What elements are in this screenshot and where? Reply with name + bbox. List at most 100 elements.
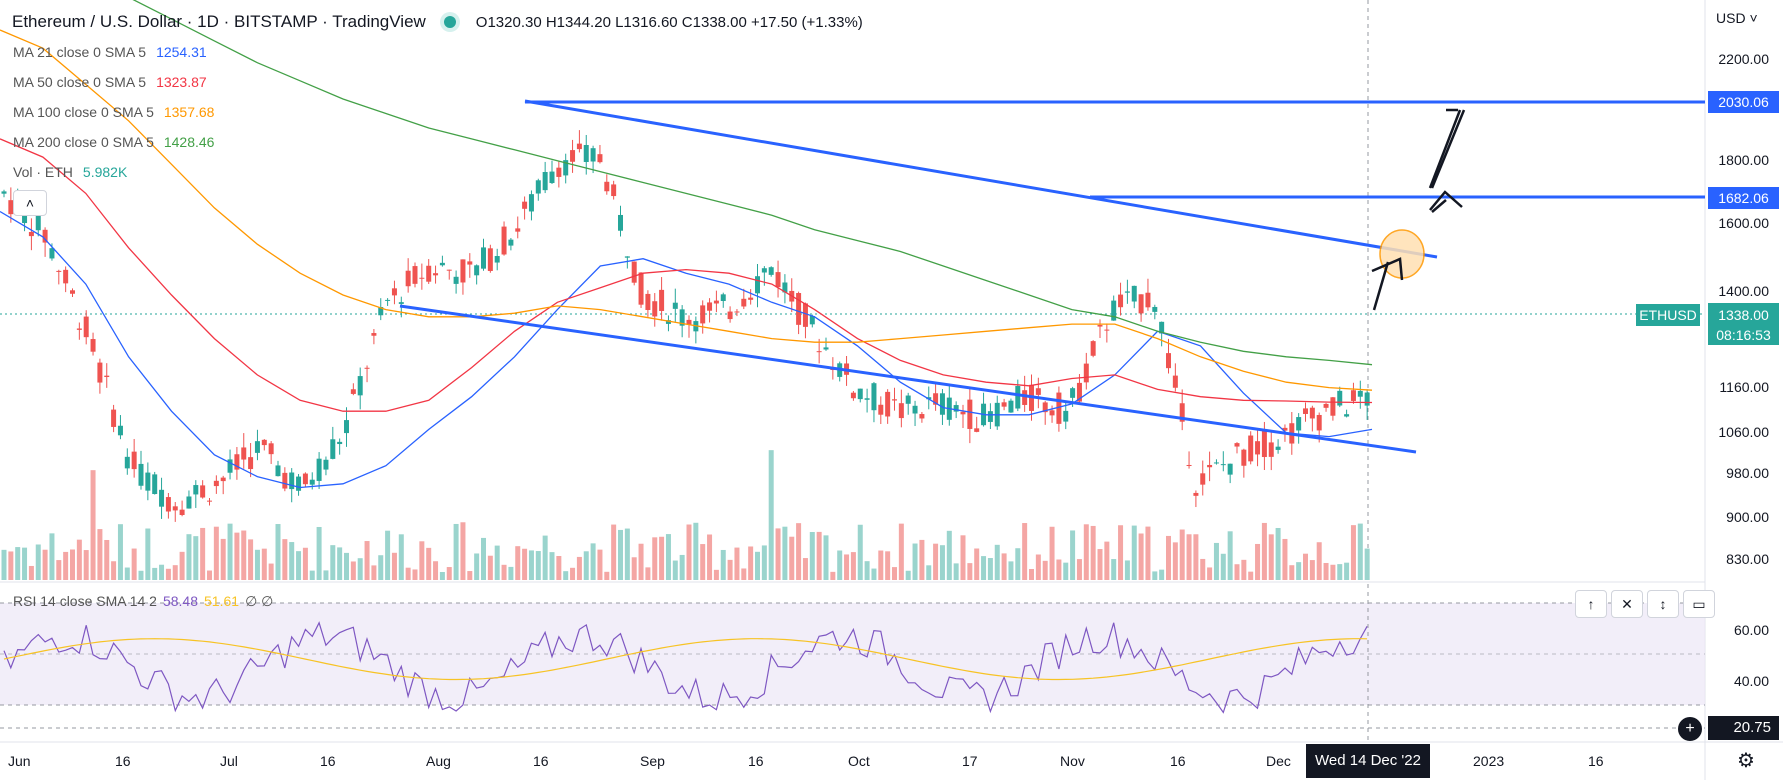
candle-body bbox=[83, 316, 89, 338]
rsi-legend[interactable]: RSI 14 close SMA 14 2 58.48 51.61 ∅ ∅ bbox=[13, 593, 274, 609]
candle-body bbox=[1104, 329, 1110, 331]
candle-body bbox=[590, 148, 596, 162]
candle-body bbox=[1227, 463, 1233, 475]
candle-body bbox=[344, 420, 349, 434]
maximize-pane-button[interactable]: ▭ bbox=[1683, 590, 1715, 618]
candle-body bbox=[542, 172, 548, 191]
indicator-ma50[interactable]: MA 50 close 0 SMA 5 1323.87 bbox=[13, 74, 207, 90]
candle-body bbox=[1330, 397, 1336, 416]
candle-body bbox=[1213, 462, 1219, 464]
volume-bar bbox=[1241, 559, 1247, 580]
volume-bar bbox=[1200, 558, 1206, 580]
indicator-ma200[interactable]: MA 200 close 0 SMA 5 1428.46 bbox=[13, 134, 215, 150]
rsi-sma-line bbox=[3, 638, 1368, 681]
candle-body bbox=[528, 194, 534, 212]
gear-icon[interactable]: ⚙ bbox=[1737, 750, 1755, 772]
candle-body bbox=[145, 472, 151, 491]
volume-bar bbox=[131, 548, 137, 580]
volume-bar bbox=[467, 571, 473, 580]
candle-body bbox=[282, 472, 288, 489]
candle-body bbox=[857, 388, 863, 400]
collapse-indicators-button[interactable]: ˄ bbox=[13, 190, 47, 216]
candle-body bbox=[1241, 449, 1247, 466]
market-status-icon bbox=[443, 16, 456, 28]
maximize-icon: ▭ bbox=[1692, 595, 1706, 612]
candle-body bbox=[912, 405, 918, 414]
volume-bar bbox=[1309, 560, 1315, 580]
candle-body bbox=[131, 451, 137, 470]
volume-bar bbox=[200, 527, 206, 580]
candle-body bbox=[672, 302, 678, 309]
volume-bar bbox=[1166, 535, 1171, 580]
volume-bar bbox=[289, 542, 295, 580]
volume-bar bbox=[535, 551, 541, 580]
indicator-ma21[interactable]: MA 21 close 0 SMA 5 1254.31 bbox=[13, 44, 207, 60]
candle-body bbox=[330, 439, 336, 459]
candle-body bbox=[1118, 294, 1124, 308]
candle-body bbox=[1166, 353, 1171, 369]
volume-bar bbox=[1289, 565, 1295, 580]
candle-body bbox=[638, 272, 644, 305]
candle-body bbox=[391, 288, 397, 296]
candle-body bbox=[42, 229, 48, 243]
close-icon: ✕ bbox=[1621, 595, 1633, 612]
volume-bar bbox=[49, 533, 55, 580]
candle-body bbox=[1042, 402, 1048, 413]
close-pane-button[interactable]: ✕ bbox=[1611, 590, 1643, 618]
candle-body bbox=[111, 409, 117, 427]
candle-body bbox=[1001, 402, 1007, 407]
volume-bar bbox=[508, 566, 514, 580]
collapse-pane-button[interactable]: ↕ bbox=[1647, 590, 1679, 618]
volume-bar bbox=[789, 536, 795, 580]
currency-selector[interactable]: USD ˅ bbox=[1716, 10, 1758, 26]
candle-body bbox=[570, 150, 576, 162]
volume-bar bbox=[624, 528, 630, 580]
volume-bar bbox=[193, 536, 199, 580]
volume-bar bbox=[35, 544, 41, 580]
volume-bar bbox=[1275, 527, 1281, 580]
candle-body bbox=[172, 506, 178, 511]
volume-bar bbox=[316, 526, 322, 580]
candle-body bbox=[1357, 390, 1363, 397]
price-axis-label: 900.00 bbox=[1726, 509, 1769, 525]
candle-body bbox=[1261, 428, 1267, 458]
indicator-volume[interactable]: Vol · ETH 5.982K bbox=[13, 164, 128, 180]
volume-bar bbox=[761, 545, 767, 580]
volume-bar bbox=[618, 529, 623, 580]
candle-body bbox=[686, 319, 692, 325]
volume-bar bbox=[117, 524, 123, 580]
candle-body bbox=[727, 311, 733, 320]
volume-bar bbox=[487, 555, 493, 580]
candle-body bbox=[1296, 417, 1302, 431]
candle-body bbox=[501, 226, 507, 255]
candle-body bbox=[522, 201, 528, 209]
volume-bar bbox=[337, 547, 343, 580]
volume-bar bbox=[1179, 529, 1185, 580]
chevron-up-icon: ˄ bbox=[25, 195, 35, 211]
volume-bar bbox=[892, 567, 897, 580]
add-plus-icon[interactable]: + bbox=[1678, 717, 1702, 741]
candle-body bbox=[467, 261, 473, 265]
candle-body bbox=[1159, 321, 1165, 334]
volume-bar bbox=[111, 561, 117, 580]
volume-bar bbox=[967, 563, 973, 580]
volume-bar bbox=[898, 523, 904, 580]
move-pane-up-button[interactable]: ↑ bbox=[1575, 590, 1607, 618]
candle-body bbox=[248, 457, 254, 470]
candle-body bbox=[1309, 407, 1315, 419]
candle-body bbox=[597, 154, 603, 163]
candle-body bbox=[611, 184, 617, 197]
candle-body bbox=[713, 300, 719, 304]
volume-bar bbox=[871, 568, 877, 580]
candle-body bbox=[720, 294, 726, 302]
candle-body bbox=[207, 500, 212, 502]
candle-body bbox=[960, 411, 966, 415]
volume-bar bbox=[1316, 542, 1322, 580]
candle-body bbox=[220, 477, 226, 482]
candle-body bbox=[1200, 473, 1206, 485]
indicator-ma100[interactable]: MA 100 close 0 SMA 5 1357.68 bbox=[13, 104, 215, 120]
volume-bar bbox=[145, 528, 151, 580]
candle-body bbox=[515, 228, 521, 232]
volume-bar bbox=[830, 571, 836, 580]
